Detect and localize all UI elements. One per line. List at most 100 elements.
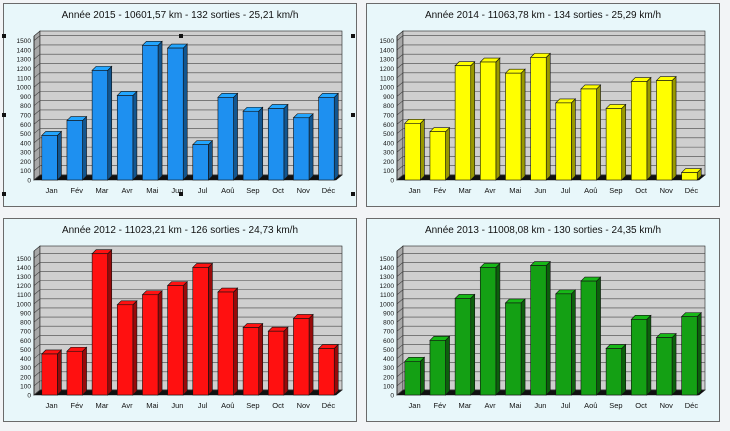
gridline-side xyxy=(396,165,404,171)
x-tick-label: Mai xyxy=(509,186,521,195)
bar-side xyxy=(470,61,476,181)
bar-side xyxy=(520,68,526,181)
x-tick-label: Nov xyxy=(297,401,311,410)
x-tick-label: Jan xyxy=(46,186,58,195)
bar xyxy=(192,144,209,181)
y-tick-label: 1200 xyxy=(380,283,395,290)
gridline-side xyxy=(33,72,41,79)
gridline-side xyxy=(33,362,41,368)
bar-side xyxy=(57,130,62,181)
bar-side xyxy=(283,103,289,181)
chart-panel-2013[interactable]: Année 2013 - 11008,08 km - 130 sorties -… xyxy=(366,218,720,422)
bar-side xyxy=(157,290,163,396)
bar-side xyxy=(333,343,339,396)
bar xyxy=(429,340,446,396)
y-tick-label: 600 xyxy=(383,338,394,345)
y-tick-label: 900 xyxy=(383,94,394,101)
chart-title: Année 2012 - 11023,21 km - 126 sorties -… xyxy=(61,225,299,236)
selection-handle[interactable] xyxy=(179,34,183,38)
y-tick-label: 1200 xyxy=(17,66,32,73)
gridline-side xyxy=(33,316,41,323)
y-tick-label: 100 xyxy=(383,383,394,390)
bar xyxy=(41,135,58,181)
y-tick-label: 300 xyxy=(20,150,31,157)
x-tick-label: Sep xyxy=(609,401,622,410)
y-tick-label: 600 xyxy=(20,338,31,345)
x-tick-label: Jun xyxy=(171,186,183,195)
chart-panel-2015[interactable]: Année 2015 - 10601,57 km - 132 sorties -… xyxy=(2,3,357,207)
bar xyxy=(404,123,421,181)
x-tick-label: Mar xyxy=(95,401,108,410)
bar-side xyxy=(520,298,526,396)
bar-side xyxy=(420,356,425,396)
y-tick-label: 1500 xyxy=(17,38,32,45)
selection-handle[interactable] xyxy=(2,192,6,196)
y-tick-label: 800 xyxy=(20,103,31,110)
gridline-side xyxy=(33,165,41,171)
x-tick-label: Fév xyxy=(70,401,83,410)
bar-side xyxy=(107,65,113,181)
selection-handle[interactable] xyxy=(2,34,6,38)
x-tick-label: Avr xyxy=(485,186,497,195)
x-tick-label: Nov xyxy=(660,186,674,195)
selection-handle[interactable] xyxy=(351,192,355,196)
x-tick-label: Sep xyxy=(246,401,259,410)
x-tick-label: Aoû xyxy=(221,186,234,195)
y-tick-label: 400 xyxy=(20,356,31,363)
bar-side xyxy=(182,43,188,181)
bar xyxy=(91,253,109,396)
y-tick-label: 100 xyxy=(383,168,394,175)
gridline-side xyxy=(33,128,41,134)
gridline-side xyxy=(396,100,404,106)
x-tick-label: Oct xyxy=(635,186,648,195)
gridline-side xyxy=(33,137,41,144)
chart-panel-2012[interactable]: Année 2012 - 11023,21 km - 126 sorties -… xyxy=(3,218,357,422)
gridline-side xyxy=(33,389,41,396)
gridline-side xyxy=(33,380,41,387)
selection-handle[interactable] xyxy=(2,113,6,117)
bar-chart-2015: 0 100 200 300 400 500 600 700 800 900 1000 1100 1200… xyxy=(17,30,343,195)
bar-chart-2013: 0 100 200 300 400 500 600 700 800 900 1000 1100 1200… xyxy=(380,245,706,410)
bar xyxy=(217,291,234,396)
gridline-side xyxy=(396,325,404,332)
gridline-side xyxy=(33,174,41,181)
chart-panel-2014[interactable]: Année 2014 - 11063,78 km - 134 sorties -… xyxy=(366,3,720,207)
x-tick-label: Jul xyxy=(198,401,208,410)
y-tick-label: 0 xyxy=(390,178,394,185)
x-tick-label: Avr xyxy=(485,401,497,410)
gridline-side xyxy=(396,253,404,259)
y-tick-label: 1100 xyxy=(380,292,394,299)
y-tick-label: 400 xyxy=(20,140,31,147)
x-tick-label: Mai xyxy=(146,186,158,195)
bar xyxy=(681,172,698,181)
y-tick-label: 200 xyxy=(20,374,31,381)
bar xyxy=(267,108,285,181)
y-tick-label: 1000 xyxy=(17,85,32,92)
x-tick-label: Mar xyxy=(458,186,471,195)
y-tick-label: 500 xyxy=(20,347,31,354)
selection-handle[interactable] xyxy=(351,113,355,117)
y-tick-label: 1000 xyxy=(380,85,395,92)
x-tick-label: Sep xyxy=(609,186,622,195)
bar-side xyxy=(333,92,339,181)
gridline-side xyxy=(33,262,41,268)
x-tick-label: Oct xyxy=(635,401,648,410)
selection-handle[interactable] xyxy=(351,34,355,38)
x-tick-label: Déc xyxy=(322,186,336,195)
bar xyxy=(293,117,310,181)
gridline-side xyxy=(33,307,41,314)
plot-side-wall xyxy=(396,30,404,181)
gridline-side xyxy=(396,307,404,314)
y-tick-label: 0 xyxy=(27,393,31,400)
y-tick-label: 700 xyxy=(20,112,31,119)
y-tick-label: 1500 xyxy=(17,256,32,263)
bar-side xyxy=(258,106,264,181)
selection-handle[interactable] xyxy=(179,192,183,196)
bar-chart-2012: 0 100 200 300 400 500 600 700 800 900 1000 1100 1200… xyxy=(17,245,343,410)
gridline-side xyxy=(396,271,404,277)
x-tick-label: Jun xyxy=(534,186,546,195)
x-tick-label: Jul xyxy=(561,401,571,410)
plot-side-wall xyxy=(33,30,41,181)
bar xyxy=(580,88,597,181)
bar xyxy=(167,47,184,181)
